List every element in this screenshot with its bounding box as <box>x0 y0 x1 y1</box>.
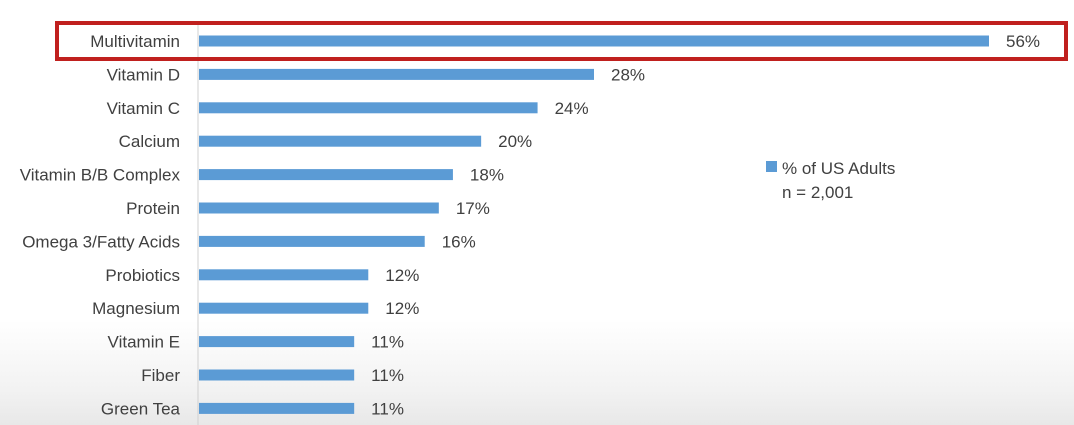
category-label-probiotics: Probiotics <box>105 266 180 285</box>
bar-vitamin-e <box>199 336 355 348</box>
value-label-protein: 17% <box>456 199 490 218</box>
category-label-fiber: Fiber <box>141 366 180 385</box>
category-label-protein: Protein <box>126 199 180 218</box>
bar-probiotics <box>199 269 369 281</box>
category-label-green-tea: Green Tea <box>101 399 181 418</box>
bar-magnesium <box>199 302 369 314</box>
bar-fiber <box>199 369 355 381</box>
highlight-box <box>55 21 1068 61</box>
category-labels-group: Multivitamin Vitamin D Vitamin C Calcium Vit… <box>20 32 181 418</box>
category-label-vitamin-d: Vitamin D <box>107 65 180 84</box>
bar-vitamin-b-b-complex <box>199 169 453 181</box>
legend-series-label: % of US Adults <box>782 159 895 178</box>
category-label-magnesium: Magnesium <box>92 299 180 318</box>
bars-group <box>199 35 989 414</box>
value-label-green-tea: 11% <box>371 399 404 418</box>
bar-vitamin-d <box>199 68 594 80</box>
bar-green-tea <box>199 402 355 414</box>
value-label-probiotics: 12% <box>385 266 419 285</box>
value-label-vitamin-c: 24% <box>555 99 589 118</box>
value-labels-group: 56% 28% 24% 20% 18% 17% 16% 12% 12% 11% 11% 11% <box>371 32 1040 418</box>
category-label-omega-3-fatty-acids: Omega 3/Fatty Acids <box>22 232 180 251</box>
value-label-magnesium: 12% <box>385 299 419 318</box>
legend: % of US Adults n = 2,001 <box>766 159 895 202</box>
value-label-omega-3-fatty-acids: 16% <box>442 232 476 251</box>
category-label-vitamin-e: Vitamin E <box>108 333 180 352</box>
value-label-calcium: 20% <box>498 132 532 151</box>
value-label-vitamin-b-b-complex: 18% <box>470 166 504 185</box>
category-label-multivitamin: Multivitamin <box>90 32 180 51</box>
legend-swatch <box>766 161 777 172</box>
bar-omega-3-fatty-acids <box>199 235 425 247</box>
category-label-vitamin-b-b-complex: Vitamin B/B Complex <box>20 166 181 185</box>
bar-vitamin-c <box>199 102 538 114</box>
value-label-multivitamin: 56% <box>1006 32 1040 51</box>
value-label-vitamin-d: 28% <box>611 65 645 84</box>
legend-note: n = 2,001 <box>782 183 853 202</box>
value-label-vitamin-e: 11% <box>371 333 404 352</box>
category-label-calcium: Calcium <box>119 132 180 151</box>
value-label-fiber: 11% <box>371 366 404 385</box>
bar-multivitamin <box>199 35 989 47</box>
category-label-vitamin-c: Vitamin C <box>107 99 180 118</box>
bar-calcium <box>199 135 482 147</box>
bar-protein <box>199 202 439 214</box>
